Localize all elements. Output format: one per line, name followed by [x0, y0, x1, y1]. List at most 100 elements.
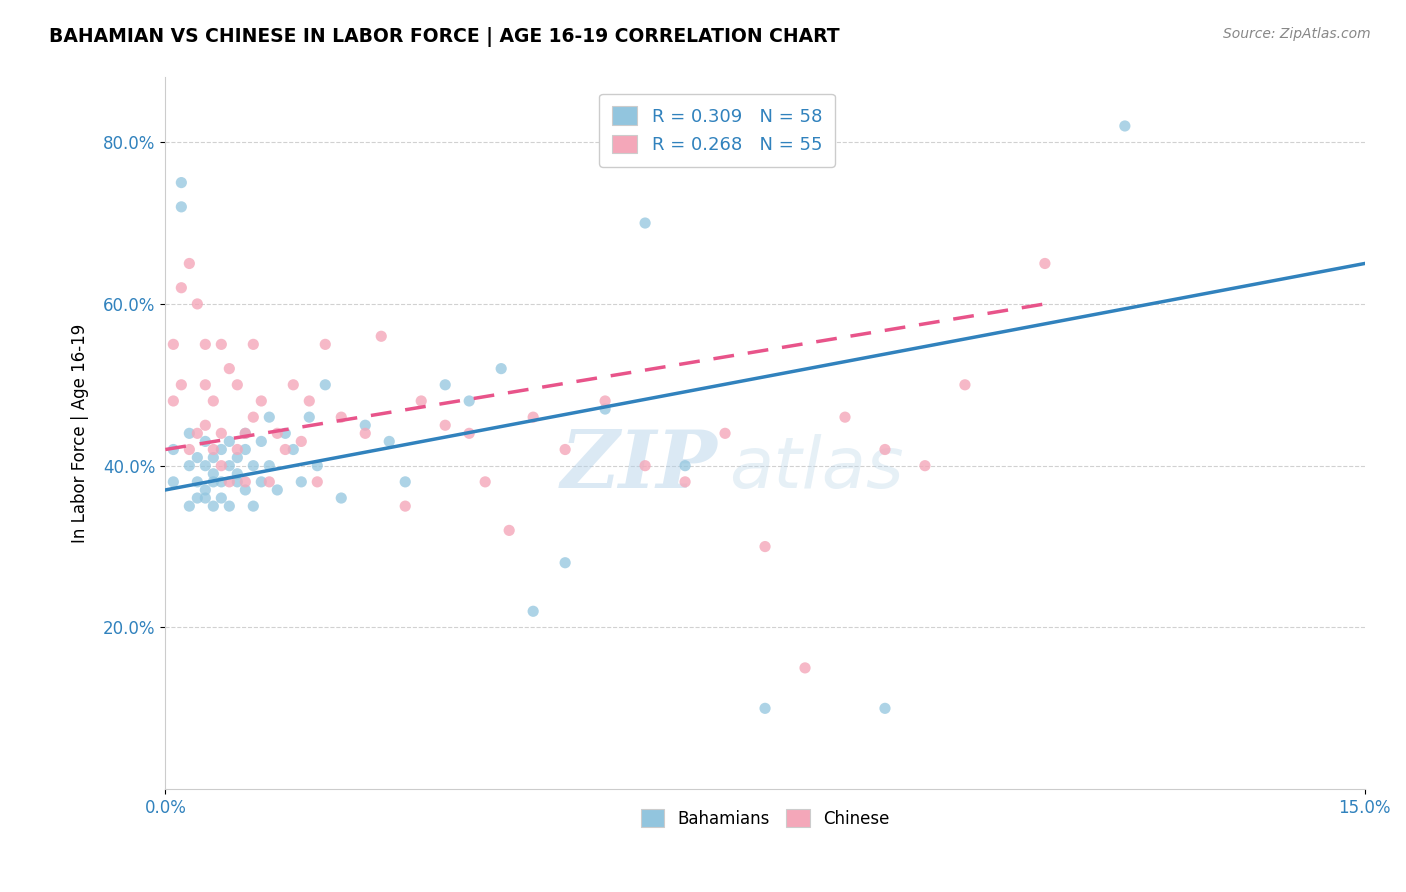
Point — [259, 458, 281, 473]
Point — [498, 524, 520, 538]
Point — [226, 442, 249, 457]
Text: Source: ZipAtlas.com: Source: ZipAtlas.com — [1223, 27, 1371, 41]
Point — [179, 499, 201, 513]
Point — [593, 394, 616, 409]
Point — [202, 450, 225, 465]
Point — [873, 442, 896, 457]
Point — [186, 491, 208, 505]
Text: ZIP: ZIP — [560, 426, 717, 504]
Point — [354, 418, 377, 433]
Point — [194, 337, 217, 351]
Point — [209, 475, 232, 489]
Point — [218, 458, 240, 473]
Point — [370, 329, 392, 343]
Point — [411, 394, 433, 409]
Point — [434, 377, 457, 392]
Point — [307, 475, 329, 489]
Point — [194, 434, 217, 449]
Point — [226, 475, 249, 489]
Point — [233, 475, 256, 489]
Point — [226, 377, 249, 392]
Point — [209, 458, 232, 473]
Point — [274, 426, 297, 441]
Point — [298, 394, 321, 409]
Point — [250, 434, 273, 449]
Point — [162, 475, 184, 489]
Point — [259, 475, 281, 489]
Point — [179, 426, 201, 441]
Point — [298, 410, 321, 425]
Point — [218, 361, 240, 376]
Point — [394, 475, 416, 489]
Point — [202, 475, 225, 489]
Point — [673, 475, 696, 489]
Point — [242, 410, 264, 425]
Point — [226, 467, 249, 481]
Point — [330, 491, 353, 505]
Point — [209, 337, 232, 351]
Point — [250, 394, 273, 409]
Point — [162, 442, 184, 457]
Point — [953, 377, 976, 392]
Point — [434, 418, 457, 433]
Point — [714, 426, 737, 441]
Point — [233, 483, 256, 497]
Point — [194, 491, 217, 505]
Point — [170, 200, 193, 214]
Point — [233, 426, 256, 441]
Point — [1114, 119, 1136, 133]
Point — [162, 394, 184, 409]
Point — [194, 418, 217, 433]
Point — [634, 458, 657, 473]
Text: atlas: atlas — [730, 434, 904, 503]
Point — [233, 426, 256, 441]
Point — [914, 458, 936, 473]
Point — [209, 491, 232, 505]
Point — [194, 483, 217, 497]
Point — [233, 442, 256, 457]
Point — [218, 475, 240, 489]
Point — [226, 450, 249, 465]
Point — [242, 458, 264, 473]
Point — [489, 361, 512, 376]
Point — [834, 410, 856, 425]
Point — [218, 499, 240, 513]
Point — [283, 442, 305, 457]
Point — [218, 434, 240, 449]
Point — [754, 540, 776, 554]
Point — [458, 394, 481, 409]
Point — [209, 426, 232, 441]
Point — [314, 337, 336, 351]
Point — [186, 426, 208, 441]
Point — [593, 402, 616, 417]
Point — [554, 556, 576, 570]
Point — [330, 410, 353, 425]
Point — [202, 467, 225, 481]
Point — [194, 377, 217, 392]
Point — [554, 442, 576, 457]
Point — [242, 499, 264, 513]
Text: BAHAMIAN VS CHINESE IN LABOR FORCE | AGE 16-19 CORRELATION CHART: BAHAMIAN VS CHINESE IN LABOR FORCE | AGE… — [49, 27, 839, 46]
Point — [202, 394, 225, 409]
Point — [1033, 256, 1056, 270]
Point — [290, 434, 312, 449]
Point — [673, 458, 696, 473]
Point — [754, 701, 776, 715]
Point — [186, 475, 208, 489]
Point — [378, 434, 401, 449]
Point — [522, 604, 544, 618]
Point — [162, 337, 184, 351]
Point — [202, 499, 225, 513]
Point — [794, 661, 817, 675]
Point — [170, 377, 193, 392]
Point — [209, 442, 232, 457]
Point — [186, 450, 208, 465]
Point — [283, 377, 305, 392]
Point — [242, 337, 264, 351]
Point — [170, 281, 193, 295]
Point — [250, 475, 273, 489]
Point — [307, 458, 329, 473]
Point — [179, 442, 201, 457]
Point — [394, 499, 416, 513]
Point — [179, 458, 201, 473]
